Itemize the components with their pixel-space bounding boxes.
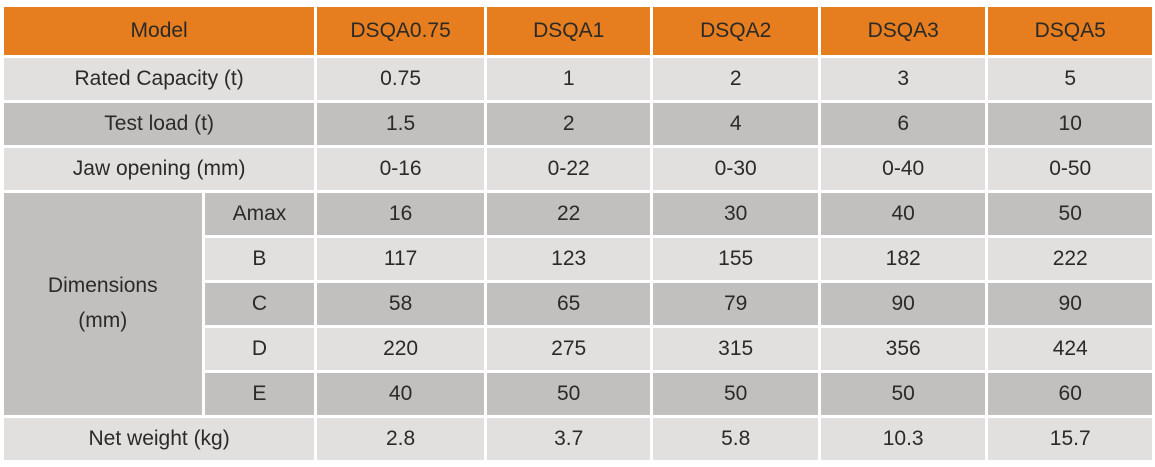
value-cell: 15.7 bbox=[988, 418, 1152, 460]
column-header-dsqa3: DSQA3 bbox=[820, 7, 986, 55]
value-cell: 3 bbox=[820, 58, 986, 100]
value-cell: 50 bbox=[653, 373, 818, 415]
value-cell: 356 bbox=[820, 328, 986, 370]
value-cell: 10.3 bbox=[820, 418, 986, 460]
column-header-dsqa0_75: DSQA0.75 bbox=[317, 7, 484, 55]
value-cell: 79 bbox=[653, 283, 818, 325]
value-cell: 4 bbox=[653, 103, 818, 145]
value-cell: 50 bbox=[486, 373, 651, 415]
table-row-dim-amax: Dimensions (mm) Amax 16 22 30 40 50 bbox=[4, 193, 1152, 415]
table-row-net-weight: Net weight (kg) 2.8 3.7 5.8 10.3 15.7 bbox=[4, 418, 1152, 460]
dimensions-label-line2: (mm) bbox=[78, 309, 128, 332]
table-row-rated-capacity: Rated Capacity (t) 0.75 1 2 3 5 bbox=[4, 58, 1152, 100]
value-cell: 10 bbox=[988, 103, 1152, 145]
table-row-dim-b: B 117 123 155 182 222 bbox=[4, 238, 1152, 280]
model-header-cell: Model bbox=[4, 7, 315, 55]
value-cell: 2 bbox=[653, 58, 818, 100]
value-cell: 40 bbox=[317, 373, 484, 415]
value-cell: 1.5 bbox=[317, 103, 484, 145]
value-cell: 30 bbox=[653, 193, 818, 235]
value-cell: 155 bbox=[653, 238, 818, 280]
value-cell: 117 bbox=[317, 238, 484, 280]
value-cell: 58 bbox=[317, 283, 484, 325]
dim-sublabel: C bbox=[204, 283, 315, 325]
value-cell: 40 bbox=[820, 193, 986, 235]
value-cell: 60 bbox=[988, 373, 1152, 415]
value-cell: 0-40 bbox=[820, 148, 986, 190]
value-cell: 222 bbox=[988, 238, 1152, 280]
value-cell: 65 bbox=[486, 283, 651, 325]
table-row-jaw-opening: Jaw opening (mm) 0-16 0-22 0-30 0-40 0-5… bbox=[4, 148, 1152, 190]
value-cell: 5.8 bbox=[653, 418, 818, 460]
row-label: Net weight (kg) bbox=[4, 418, 315, 460]
value-cell: 22 bbox=[486, 193, 651, 235]
value-cell: 0-30 bbox=[653, 148, 818, 190]
value-cell: 424 bbox=[988, 328, 1152, 370]
dim-sublabel: D bbox=[204, 328, 315, 370]
value-cell: 2 bbox=[486, 103, 651, 145]
row-label: Rated Capacity (t) bbox=[4, 58, 315, 100]
table-header-row: Model DSQA0.75 DSQA1 DSQA2 DSQA3 DSQA5 bbox=[4, 7, 1152, 55]
value-cell: 90 bbox=[988, 283, 1152, 325]
value-cell: 5 bbox=[988, 58, 1152, 100]
column-header-dsqa5: DSQA5 bbox=[988, 7, 1152, 55]
value-cell: 50 bbox=[820, 373, 986, 415]
column-header-dsqa2: DSQA2 bbox=[653, 7, 818, 55]
value-cell: 220 bbox=[317, 328, 484, 370]
row-label: Test load (t) bbox=[4, 103, 315, 145]
value-cell: 2.8 bbox=[317, 418, 484, 460]
value-cell: 275 bbox=[486, 328, 651, 370]
value-cell: 1 bbox=[486, 58, 651, 100]
value-cell: 6 bbox=[820, 103, 986, 145]
table-row-dim-e: E 40 50 50 50 60 bbox=[4, 373, 1152, 415]
row-label: Jaw opening (mm) bbox=[4, 148, 315, 190]
value-cell: 182 bbox=[820, 238, 986, 280]
dim-sublabel: E bbox=[204, 373, 315, 415]
table-row-dim-d: D 220 275 315 356 424 bbox=[4, 328, 1152, 370]
table-row-dim-c: C 58 65 79 90 90 bbox=[4, 283, 1152, 325]
table-row-test-load: Test load (t) 1.5 2 4 6 10 bbox=[4, 103, 1152, 145]
value-cell: 3.7 bbox=[486, 418, 651, 460]
value-cell: 16 bbox=[317, 193, 484, 235]
value-cell: 0.75 bbox=[317, 58, 484, 100]
value-cell: 315 bbox=[653, 328, 818, 370]
dim-sublabel: Amax bbox=[204, 193, 315, 235]
value-cell: 123 bbox=[486, 238, 651, 280]
value-cell: 0-50 bbox=[988, 148, 1152, 190]
column-header-dsqa1: DSQA1 bbox=[486, 7, 651, 55]
spec-table: Model DSQA0.75 DSQA1 DSQA2 DSQA3 DSQA5 R… bbox=[1, 4, 1155, 463]
value-cell: 0-16 bbox=[317, 148, 484, 190]
dim-sublabel: B bbox=[204, 238, 315, 280]
dimensions-label-line1: Dimensions bbox=[47, 274, 158, 298]
value-cell: 0-22 bbox=[486, 148, 651, 190]
value-cell: 50 bbox=[988, 193, 1152, 235]
value-cell: 90 bbox=[820, 283, 986, 325]
dimensions-group-label: Dimensions (mm) bbox=[4, 193, 202, 415]
